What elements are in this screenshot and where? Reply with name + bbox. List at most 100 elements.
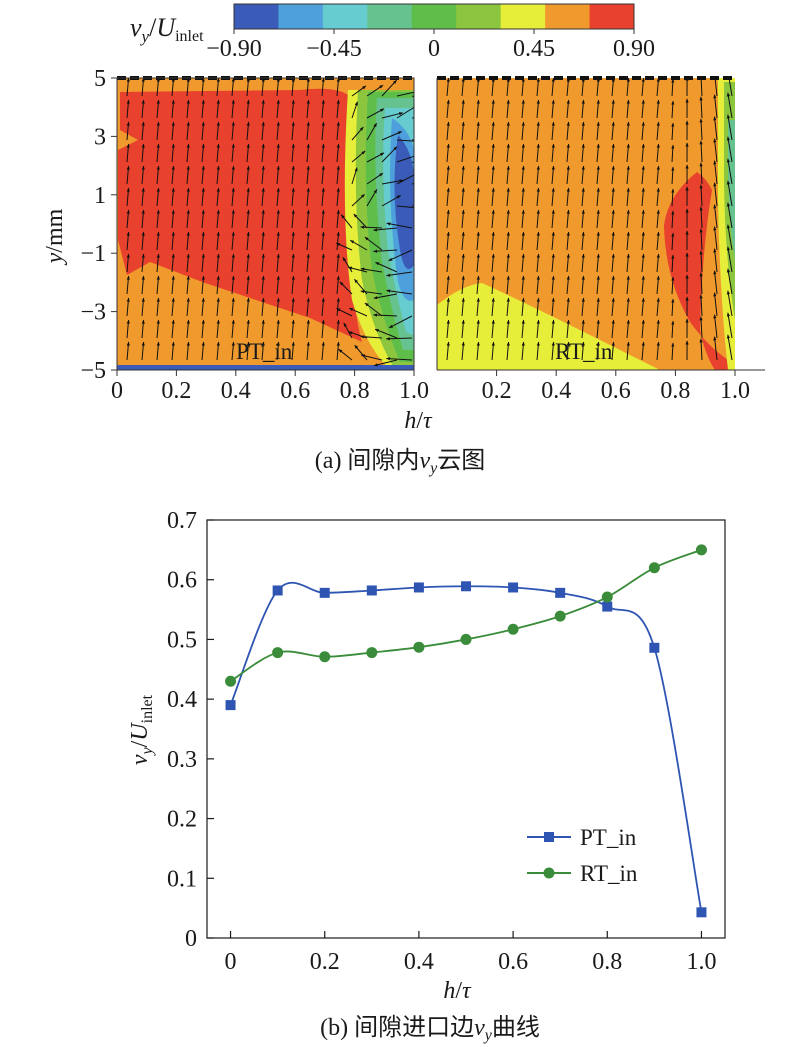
velocity-vector xyxy=(491,187,495,207)
contour-x-tick-label: 0.4 xyxy=(221,378,251,404)
velocity-vector xyxy=(336,275,340,295)
velocity-vector xyxy=(411,183,414,185)
velocity-vector xyxy=(171,121,175,141)
velocity-vector xyxy=(726,136,733,163)
line-x-tick-label: 0 xyxy=(225,949,237,975)
velocity-vector xyxy=(461,78,465,97)
velocity-vector xyxy=(656,165,660,185)
velocity-vector xyxy=(216,143,220,163)
velocity-vector xyxy=(671,276,675,295)
velocity-vector xyxy=(186,231,190,251)
velocity-vector xyxy=(536,253,540,273)
velocity-vector xyxy=(216,209,220,229)
velocity-vector xyxy=(491,121,495,141)
velocity-vector xyxy=(186,143,190,163)
velocity-vector xyxy=(336,78,340,97)
velocity-vector xyxy=(349,239,368,251)
velocity-vector xyxy=(461,209,465,229)
velocity-vector xyxy=(291,275,295,295)
line-y-tick-label: 0.1 xyxy=(167,866,197,892)
velocity-vector xyxy=(386,271,413,277)
data-point-rt xyxy=(554,610,566,622)
velocity-vector xyxy=(551,275,555,295)
velocity-vector xyxy=(551,231,555,251)
velocity-vector xyxy=(446,78,450,97)
velocity-vector xyxy=(641,275,645,295)
velocity-vector xyxy=(306,253,310,273)
legend-label-pt: PT_in xyxy=(580,825,637,850)
velocity-vector xyxy=(231,297,235,317)
velocity-vector xyxy=(201,341,205,361)
velocity-vector xyxy=(611,99,615,119)
velocity-vector xyxy=(671,144,675,163)
velocity-vector xyxy=(476,99,480,119)
velocity-vector xyxy=(536,297,540,317)
data-point-pt xyxy=(602,601,613,612)
velocity-vector xyxy=(461,275,465,295)
velocity-vector xyxy=(699,272,703,295)
velocity-vector xyxy=(461,187,465,207)
velocity-vector xyxy=(231,187,235,207)
velocity-vector xyxy=(321,209,325,229)
colorbar-cell xyxy=(278,4,324,29)
velocity-vector xyxy=(506,297,510,317)
velocity-vector xyxy=(276,341,280,361)
velocity-vector xyxy=(336,143,340,163)
velocity-vector xyxy=(366,172,384,185)
velocity-vector xyxy=(171,99,175,119)
contour-x-axis-label: h/τ xyxy=(404,408,433,434)
velocity-vector xyxy=(291,121,295,141)
velocity-vector xyxy=(446,297,450,317)
velocity-vector xyxy=(656,275,660,295)
velocity-vector xyxy=(171,253,175,273)
velocity-vector xyxy=(713,116,718,141)
velocity-vector xyxy=(156,319,160,339)
velocity-vector xyxy=(347,266,368,273)
velocity-vector xyxy=(656,187,660,207)
velocity-vector xyxy=(656,121,660,141)
velocity-vector xyxy=(566,319,570,339)
velocity-vector xyxy=(551,78,555,97)
velocity-vector xyxy=(276,231,280,251)
legend-marker-pt xyxy=(544,832,554,842)
contour-y-tick-label: 1 xyxy=(94,183,106,209)
velocity-vector xyxy=(611,121,615,141)
colorbar-cell xyxy=(545,4,591,29)
velocity-vector xyxy=(491,99,495,119)
contour-x-tick-label: 0.8 xyxy=(660,378,690,404)
velocity-vector xyxy=(713,292,718,317)
velocity-vector xyxy=(306,143,310,163)
velocity-vector xyxy=(714,78,718,97)
velocity-vector xyxy=(551,99,555,119)
velocity-vector xyxy=(446,319,450,339)
velocity-vector xyxy=(360,225,383,229)
velocity-vector xyxy=(641,165,645,185)
velocity-vector xyxy=(641,341,645,361)
velocity-vector xyxy=(699,206,703,229)
velocity-vector xyxy=(381,194,401,207)
velocity-vector xyxy=(656,319,660,339)
colorbar-cell xyxy=(367,4,413,29)
velocity-vector xyxy=(536,275,540,295)
data-point-rt xyxy=(413,641,425,653)
line-chart-axes: 0 0.2 0.4 0.6 0.8 1.0 0 0.1 0.2 0.3 0.4 0.5 0.6 0.7 xyxy=(167,508,716,975)
velocity-vector xyxy=(446,253,450,273)
colorbar-ticks: −0.90 −0.45 0 0.45 0.90 xyxy=(206,29,655,62)
velocity-vector xyxy=(596,209,600,229)
velocity-vector xyxy=(216,341,220,361)
velocity-vector xyxy=(366,122,377,141)
velocity-vector xyxy=(506,319,510,339)
data-point-rt xyxy=(272,647,284,659)
colorbar-tick-label: −0.45 xyxy=(306,36,362,62)
contour-x-tick-label: 0.6 xyxy=(601,378,631,404)
contour-y-tick-label: −5 xyxy=(80,358,106,384)
velocity-vector xyxy=(321,165,325,185)
velocity-vector xyxy=(321,319,325,339)
velocity-vector xyxy=(726,224,733,251)
velocity-vector xyxy=(656,253,660,273)
velocity-vector xyxy=(536,187,540,207)
velocity-vector xyxy=(306,121,310,141)
velocity-vector xyxy=(461,143,465,163)
velocity-vector xyxy=(201,297,205,317)
colorbar-tick-label: 0.90 xyxy=(613,36,655,62)
